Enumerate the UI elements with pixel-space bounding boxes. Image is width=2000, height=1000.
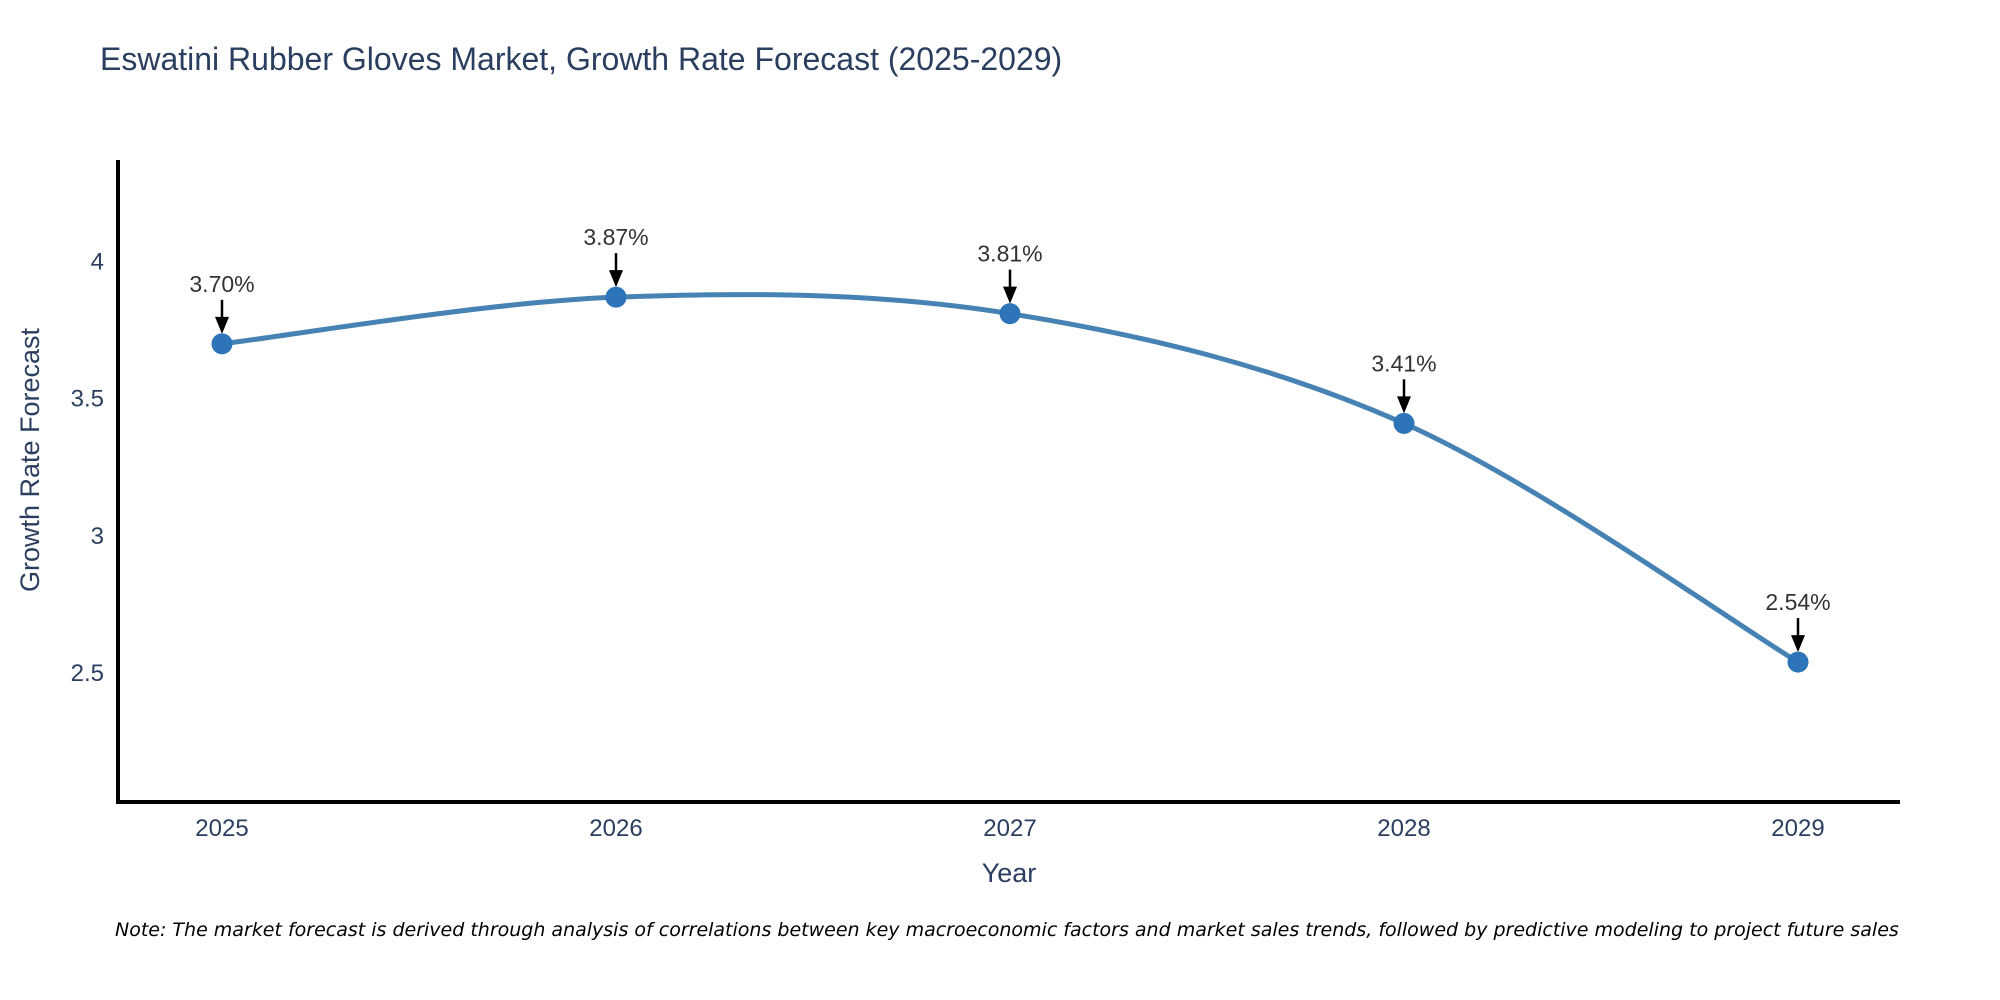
x-tick-label: 2025 (195, 815, 248, 842)
x-axis-title: Year (982, 858, 1037, 888)
data-label: 3.41% (1371, 350, 1436, 376)
footnote: Note: The market forecast is derived thr… (115, 919, 1899, 941)
x-tick-label: 2027 (983, 815, 1036, 842)
x-axis-tick-labels: 2025 2026 2027 2028 2029 (195, 815, 1824, 842)
axes (116, 160, 1900, 804)
annotation-arrowhead-icon (1791, 635, 1805, 653)
annotation-arrowhead-icon (609, 270, 623, 288)
y-axis-tick-labels: 2.5 3 3.5 4 (71, 249, 104, 688)
data-points (211, 286, 1809, 673)
data-point (211, 333, 233, 355)
x-tick-label: 2029 (1771, 815, 1824, 842)
y-tick-label: 3.5 (71, 386, 104, 413)
chart-title: Eswatini Rubber Gloves Market, Growth Ra… (100, 41, 1063, 77)
x-tick-label: 2028 (1377, 815, 1430, 842)
data-label: 3.87% (583, 224, 648, 250)
data-point (605, 286, 627, 308)
y-tick-label: 3 (91, 523, 104, 550)
y-tick-label: 4 (91, 249, 104, 276)
annotation-arrowhead-icon (215, 316, 229, 334)
y-tick-label: 2.5 (71, 660, 104, 687)
data-point (1393, 412, 1415, 434)
x-tick-label: 2026 (589, 815, 642, 842)
data-label: 3.70% (189, 271, 254, 297)
point-annotations: 3.70% 3.87% 3.81% 3.41% 2.54% (189, 224, 1831, 653)
y-axis-title: Growth Rate Forecast (15, 327, 45, 592)
annotation-arrowhead-icon (1397, 396, 1411, 414)
data-label: 2.54% (1765, 589, 1830, 615)
data-point (999, 303, 1021, 325)
series-line (221, 292, 1800, 665)
data-point (1787, 651, 1809, 673)
data-label: 3.81% (977, 241, 1042, 267)
annotation-arrowhead-icon (1003, 286, 1017, 304)
